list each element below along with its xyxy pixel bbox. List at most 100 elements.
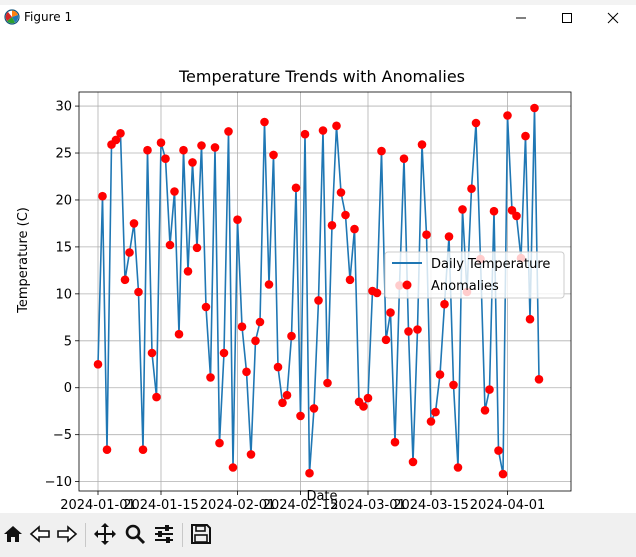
anomaly-point (381, 335, 391, 345)
window-titlebar: Figure 1 (0, 5, 636, 31)
x-tick-label: 2024-03-01 (330, 498, 406, 513)
anomaly-point (345, 275, 355, 285)
anomaly-point (219, 348, 229, 358)
close-button[interactable] (590, 5, 636, 31)
sliders-icon (155, 525, 173, 543)
anomaly-point (116, 129, 125, 138)
anomaly-point (449, 380, 458, 390)
anomaly-point (125, 248, 134, 257)
figure-canvas[interactable]: −10 −5 0 5 10 15 20 25 30 2024-01-01 2024-01-15 20… (0, 31, 636, 513)
anomaly-point (521, 131, 530, 141)
y-tick-label: 10 (55, 287, 72, 302)
anomaly-point (332, 121, 341, 131)
y-tick-label: −10 (45, 475, 72, 490)
anomaly-point (255, 317, 265, 327)
anomaly-point (494, 446, 503, 455)
anomaly-point (138, 445, 148, 455)
anomaly-point (404, 327, 413, 336)
anomaly-point (422, 230, 431, 239)
anomaly-point (264, 280, 274, 289)
close-icon (607, 12, 619, 24)
anomaly-point (435, 370, 445, 379)
x-tick-label: 2024-01-01 (60, 498, 136, 513)
maximize-icon (562, 13, 572, 23)
anomaly-point (525, 314, 535, 324)
y-tick-label: 25 (55, 147, 72, 162)
anomaly-point (197, 141, 206, 150)
y-axis-label: Temperature (C) (16, 207, 31, 314)
anomaly-point (161, 154, 170, 163)
matplotlib-logo-icon (4, 9, 20, 25)
minimize-icon (516, 17, 526, 19)
anomaly-point (413, 325, 422, 334)
x-tick-label: 2024-04-01 (470, 498, 546, 513)
anomaly-points (93, 103, 544, 479)
anomaly-point (183, 267, 193, 276)
anomaly-point (228, 463, 238, 472)
anomaly-point (440, 299, 449, 309)
anomaly-point (273, 362, 283, 372)
minimize-button[interactable] (498, 5, 544, 31)
anomaly-point (152, 392, 161, 402)
anomaly-point (291, 183, 301, 193)
anomaly-point (458, 205, 467, 214)
configure-subplots-button[interactable] (151, 521, 177, 547)
anomaly-point (111, 135, 121, 145)
anomaly-point (363, 393, 373, 403)
y-axis-ticks: −10 −5 0 5 10 15 20 25 30 (45, 100, 79, 490)
chart-title: Temperature Trends with Anomalies (178, 67, 465, 86)
anomaly-point (417, 140, 427, 149)
anomaly-point (134, 287, 143, 297)
forward-button[interactable] (54, 521, 80, 547)
anomaly-point (426, 417, 436, 426)
maximize-button[interactable] (544, 5, 590, 31)
anomaly-point (246, 450, 256, 459)
anomaly-point (282, 390, 292, 400)
anomaly-point (485, 385, 494, 394)
anomaly-point (305, 468, 314, 478)
y-tick-label: 5 (64, 334, 72, 349)
anomaly-point (129, 219, 139, 228)
anomaly-point (314, 296, 323, 305)
anomaly-point (399, 154, 409, 163)
anomaly-point (156, 138, 166, 147)
x-tick-label: 2024-03-15 (393, 498, 469, 513)
anomaly-point (237, 322, 247, 332)
anomaly-point (377, 146, 386, 156)
anomaly-point (489, 206, 499, 216)
anomaly-point (318, 126, 328, 135)
back-button[interactable] (27, 521, 53, 547)
x-tick-label: 2024-01-15 (123, 498, 199, 513)
home-button[interactable] (0, 521, 26, 547)
grid-lines (79, 92, 571, 491)
anomaly-point (188, 158, 197, 167)
pan-button[interactable] (92, 521, 118, 547)
legend-marker-swatch (402, 280, 412, 290)
navigation-toolbar (0, 513, 636, 557)
toolbar-separator (182, 523, 183, 547)
toolbar-separator (85, 523, 86, 547)
home-icon (4, 526, 22, 542)
anomaly-point (336, 188, 346, 197)
anomaly-point (170, 187, 179, 196)
arrow-left-icon (29, 525, 50, 543)
y-tick-label: 20 (55, 193, 72, 208)
window-title: Figure 1 (24, 10, 73, 24)
anomaly-point (251, 336, 260, 346)
anomaly-point (530, 103, 539, 113)
anomaly-point (431, 407, 440, 417)
save-button[interactable] (188, 521, 214, 547)
anomaly-point (386, 308, 395, 317)
anomaly-point (467, 184, 476, 193)
anomaly-point (309, 404, 319, 413)
anomaly-point (498, 469, 508, 479)
zoom-button[interactable] (122, 521, 148, 547)
anomaly-point (143, 145, 152, 155)
legend-label-anomalies: Anomalies (431, 279, 499, 294)
anomaly-point (287, 331, 296, 341)
anomaly-point (260, 117, 269, 127)
anomaly-point (192, 243, 202, 253)
x-axis-label: Date (306, 489, 337, 504)
